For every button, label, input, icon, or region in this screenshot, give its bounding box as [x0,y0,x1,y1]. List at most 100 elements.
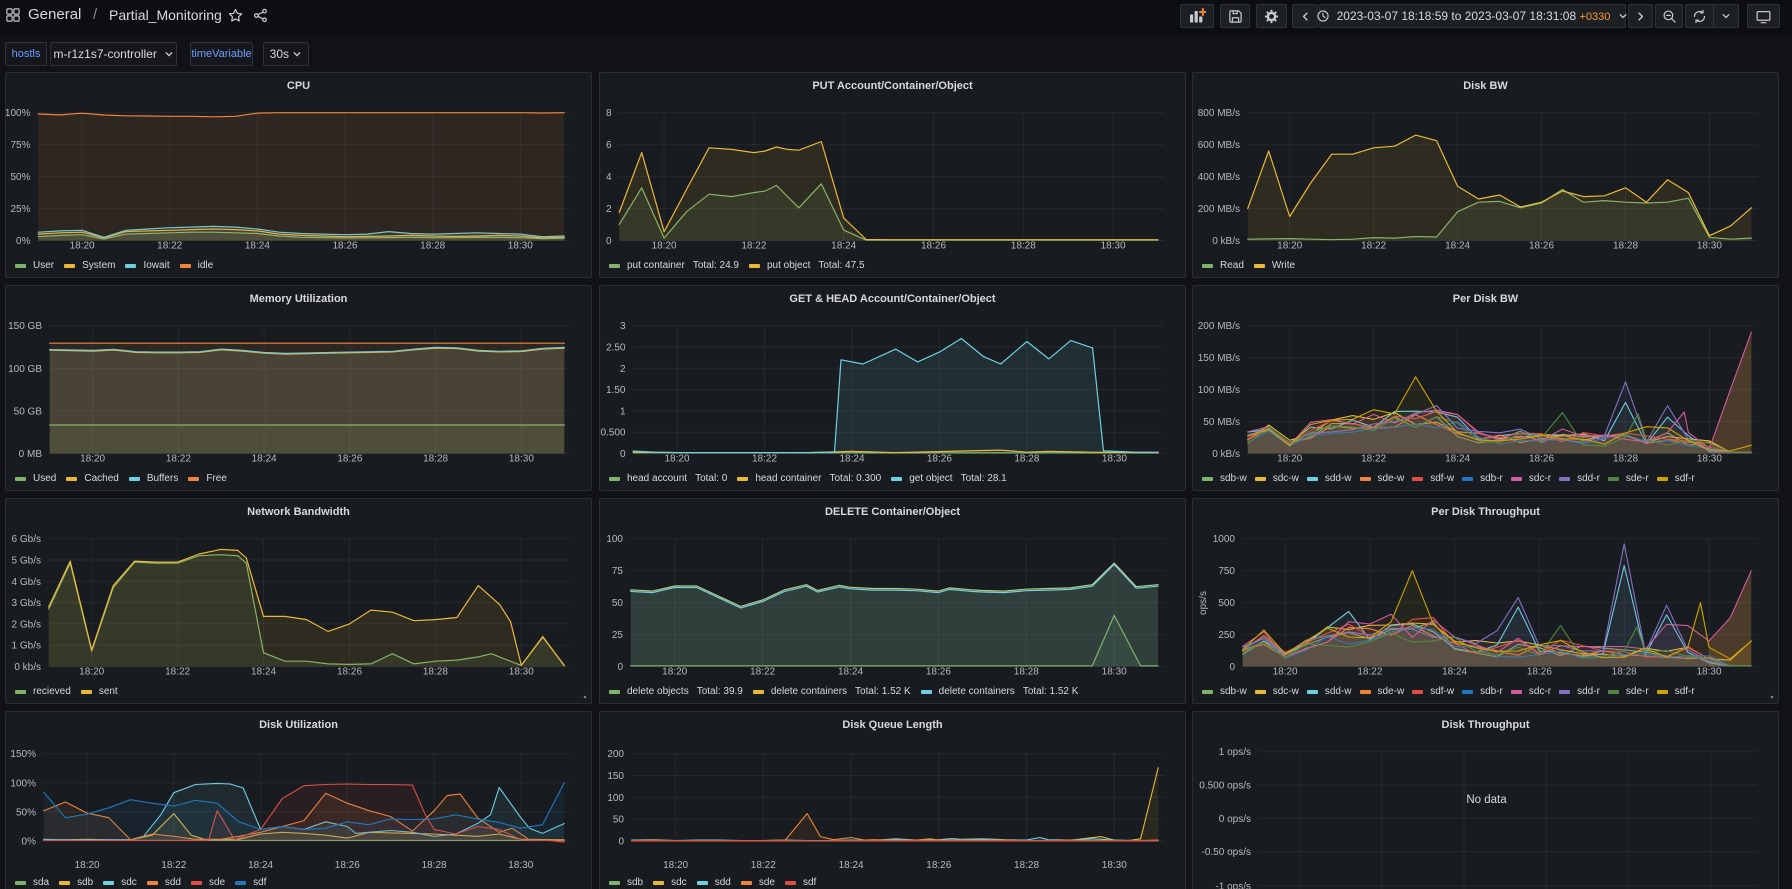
svg-text:18:30: 18:30 [1102,667,1127,678]
svg-text:18:20: 18:20 [79,667,104,678]
svg-text:2.50: 2.50 [606,343,626,354]
svg-text:600 MB/s: 600 MB/s [1198,140,1240,151]
svg-text:0%: 0% [22,837,37,848]
svg-text:18:20: 18:20 [662,667,687,678]
svg-text:0: 0 [620,449,626,460]
svg-text:18:20: 18:20 [70,241,95,252]
svg-text:18:26: 18:26 [1529,241,1554,252]
svg-text:5 Gb/s: 5 Gb/s [12,556,41,567]
svg-text:18:20: 18:20 [80,454,105,465]
svg-text:18:24: 18:24 [1445,241,1470,252]
svg-text:18:22: 18:22 [165,667,190,678]
svg-text:800 MB/s: 800 MB/s [1198,108,1240,119]
svg-text:100 MB/s: 100 MB/s [1198,385,1240,396]
svg-text:18:28: 18:28 [423,454,448,465]
svg-text:18:22: 18:22 [1361,454,1386,465]
svg-text:3 Gb/s: 3 Gb/s [12,598,41,609]
svg-text:18:22: 18:22 [750,667,775,678]
svg-text:18:28: 18:28 [423,667,448,678]
svg-text:50 GB: 50 GB [14,406,43,417]
svg-text:0.500: 0.500 [600,428,625,439]
svg-text:0 MB: 0 MB [19,449,43,460]
svg-text:ops/s: ops/s [1198,591,1209,615]
svg-text:18:20: 18:20 [1277,454,1302,465]
svg-text:18:28: 18:28 [422,860,447,871]
svg-text:2 Gb/s: 2 Gb/s [12,619,41,630]
svg-text:0: 0 [606,236,612,247]
svg-text:18:30: 18:30 [509,454,534,465]
svg-text:18:30: 18:30 [509,667,534,678]
svg-text:18:24: 18:24 [839,860,864,871]
svg-text:18:22: 18:22 [157,241,182,252]
svg-text:100%: 100% [6,108,31,119]
svg-text:200 MB/s: 200 MB/s [1198,321,1240,332]
svg-text:18:24: 18:24 [252,454,277,465]
svg-text:18:26: 18:26 [1527,667,1552,678]
svg-text:18:26: 18:26 [1529,454,1554,465]
svg-text:18:30: 18:30 [508,860,533,871]
svg-text:150%: 150% [10,749,36,760]
svg-text:50%: 50% [16,807,36,818]
svg-text:18:28: 18:28 [1613,454,1638,465]
svg-text:200 MB/s: 200 MB/s [1198,204,1240,215]
svg-text:150 GB: 150 GB [8,321,42,332]
svg-text:0 kb/s: 0 kb/s [14,662,41,673]
svg-text:400 MB/s: 400 MB/s [1198,172,1240,183]
svg-text:18:28: 18:28 [1014,667,1039,678]
svg-text:18:26: 18:26 [921,241,946,252]
svg-text:50%: 50% [10,172,30,183]
svg-text:200: 200 [607,749,624,760]
svg-text:75: 75 [612,566,624,577]
svg-text:0%: 0% [16,236,31,247]
svg-text:18:28: 18:28 [1612,667,1637,678]
svg-text:18:22: 18:22 [1361,241,1386,252]
svg-text:18:20: 18:20 [1277,241,1302,252]
svg-text:18:24: 18:24 [251,667,276,678]
svg-text:18:20: 18:20 [75,860,100,871]
svg-text:0: 0 [1229,662,1235,673]
svg-text:18:26: 18:26 [337,454,362,465]
svg-text:18:22: 18:22 [161,860,186,871]
svg-text:18:24: 18:24 [838,667,863,678]
svg-text:18:22: 18:22 [1357,667,1382,678]
svg-text:75%: 75% [10,140,30,151]
svg-text:2: 2 [606,204,612,215]
svg-text:18:26: 18:26 [335,860,360,871]
svg-text:18:20: 18:20 [664,454,689,465]
svg-text:100: 100 [607,793,624,804]
svg-text:0 ops/s: 0 ops/s [1219,814,1251,825]
svg-text:4: 4 [606,172,612,183]
svg-text:18:26: 18:26 [337,667,362,678]
svg-text:18:28: 18:28 [1613,241,1638,252]
svg-text:0.500 ops/s: 0.500 ops/s [1199,781,1251,792]
svg-text:50: 50 [612,598,624,609]
svg-text:18:30: 18:30 [1696,667,1721,678]
svg-text:18:28: 18:28 [1014,454,1039,465]
svg-text:18:30: 18:30 [1102,454,1127,465]
svg-text:250: 250 [1218,630,1235,641]
svg-text:50: 50 [613,815,625,826]
svg-text:2: 2 [620,364,626,375]
svg-text:18:26: 18:26 [926,860,951,871]
svg-text:18:22: 18:22 [741,241,766,252]
svg-text:0 kB/s: 0 kB/s [1212,449,1240,460]
svg-text:18:30: 18:30 [1697,454,1722,465]
svg-text:18:30: 18:30 [1101,241,1126,252]
svg-text:25: 25 [612,630,624,641]
svg-text:150: 150 [607,771,624,782]
svg-text:50 MB/s: 50 MB/s [1203,417,1240,428]
svg-text:18:30: 18:30 [1697,241,1722,252]
svg-text:1000: 1000 [1213,534,1236,545]
svg-text:18:24: 18:24 [839,454,864,465]
svg-text:18:28: 18:28 [1011,241,1036,252]
svg-text:No data: No data [1466,794,1507,806]
svg-text:1 ops/s: 1 ops/s [1219,747,1251,758]
svg-text:18:22: 18:22 [751,860,776,871]
svg-text:100: 100 [606,534,623,545]
svg-text:18:20: 18:20 [652,241,677,252]
svg-text:0: 0 [617,662,623,673]
svg-text:1 Gb/s: 1 Gb/s [12,641,41,652]
svg-text:0: 0 [618,837,624,848]
svg-text:18:20: 18:20 [663,860,688,871]
svg-text:18:30: 18:30 [1102,860,1127,871]
